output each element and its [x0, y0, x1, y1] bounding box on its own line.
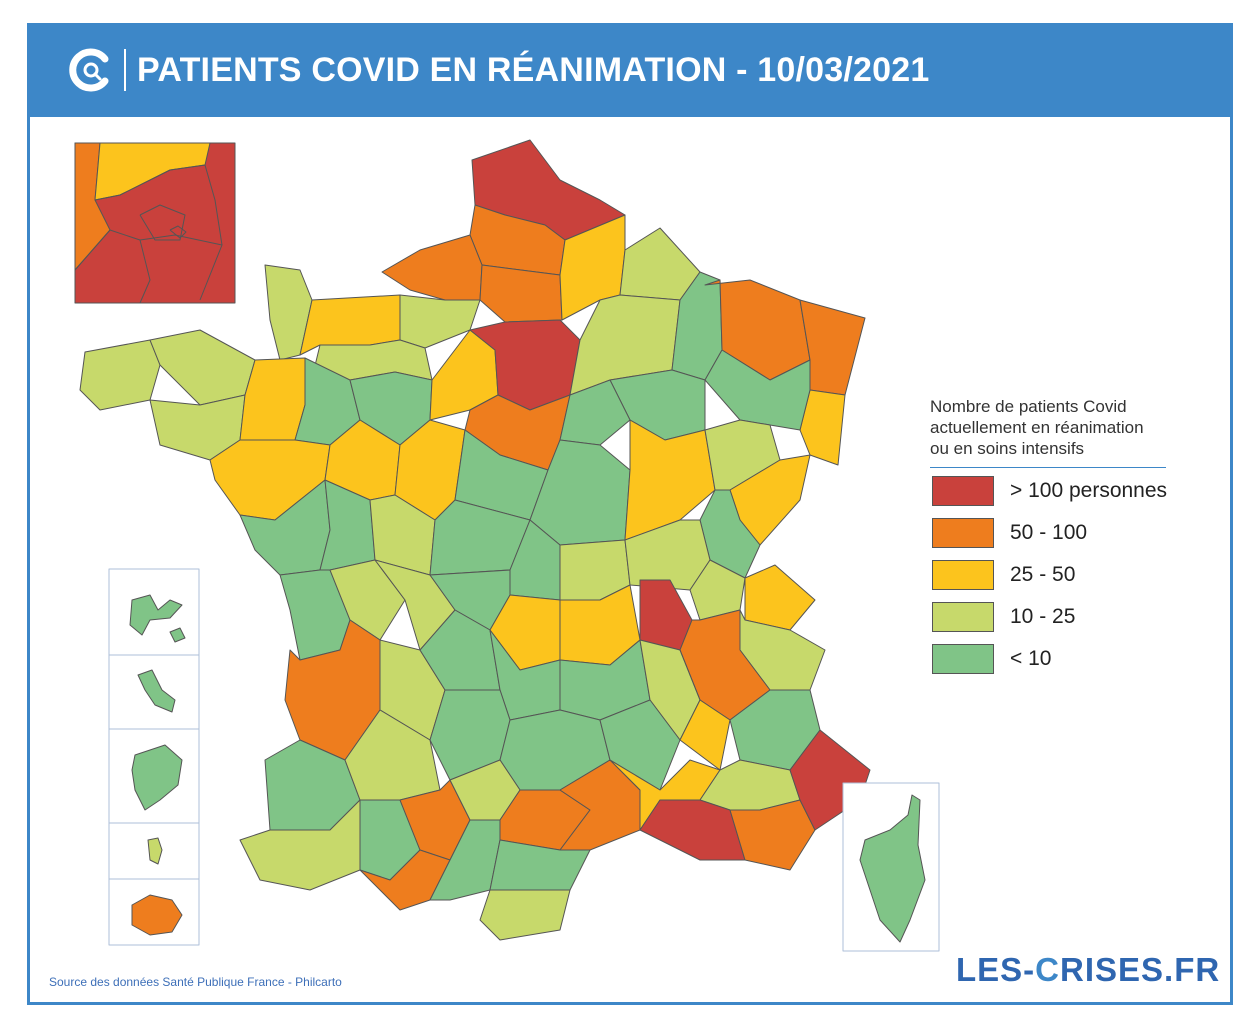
legend-item: < 10 [932, 644, 1192, 680]
map-legend: Nombre de patients Covid actuellement en… [930, 396, 1190, 674]
dept-aube [559, 379, 631, 446]
dept-lozere [599, 699, 681, 791]
paris-region-inset [74, 142, 236, 304]
legend-swatch [932, 602, 994, 632]
dept-vosges [704, 349, 811, 431]
guyane [131, 744, 183, 811]
dept-pyrenees-orientales [479, 889, 571, 941]
legend-swatch [932, 476, 994, 506]
dept-seine-maritime [381, 234, 483, 301]
legend-item: 10 - 25 [932, 602, 1192, 638]
dept-finistere [79, 339, 161, 411]
les-crises-c-logo-icon [69, 48, 109, 92]
dept-ain [689, 559, 746, 621]
legend-label: 25 - 50 [1010, 563, 1076, 586]
dept-cote-or [624, 419, 716, 541]
dept-cotes-armor [149, 329, 256, 406]
logo-separator [124, 49, 126, 91]
dept-haute-marne [609, 369, 706, 441]
guadeloupe [129, 594, 183, 636]
legend-swatch [932, 644, 994, 674]
martinique [137, 669, 176, 713]
legend-label: 50 - 100 [1010, 521, 1088, 544]
guadeloupe-islet [169, 627, 186, 643]
brand-logo: LES-CRISES.FR [956, 951, 1221, 988]
dept-haute-savoie [744, 564, 816, 631]
mayotte [147, 837, 163, 865]
legend-item: 25 - 50 [932, 560, 1192, 596]
header-bar: PATIENTS COVID EN RÉANIMATION - 10/03/20… [27, 23, 1233, 117]
data-source-note: Source des données Santé Publique France… [49, 975, 342, 989]
legend-swatch [932, 560, 994, 590]
page-title: PATIENTS COVID EN RÉANIMATION - 10/03/20… [137, 51, 930, 89]
legend-item: > 100 personnes [932, 476, 1192, 512]
legend-label: 10 - 25 [1010, 605, 1076, 628]
dept-oise [479, 264, 563, 323]
dept-aude [489, 839, 591, 891]
legend-label: > 100 personnes [1010, 479, 1168, 502]
corse [859, 794, 926, 943]
france-mainland [79, 139, 871, 941]
legend-item: 50 - 100 [932, 518, 1192, 554]
legend-label: < 10 [1010, 647, 1052, 670]
legend-title: Nombre de patients Covid actuellement en… [930, 396, 1166, 468]
la-reunion [131, 894, 183, 936]
legend-swatch [932, 518, 994, 548]
dept-charente [329, 559, 406, 641]
